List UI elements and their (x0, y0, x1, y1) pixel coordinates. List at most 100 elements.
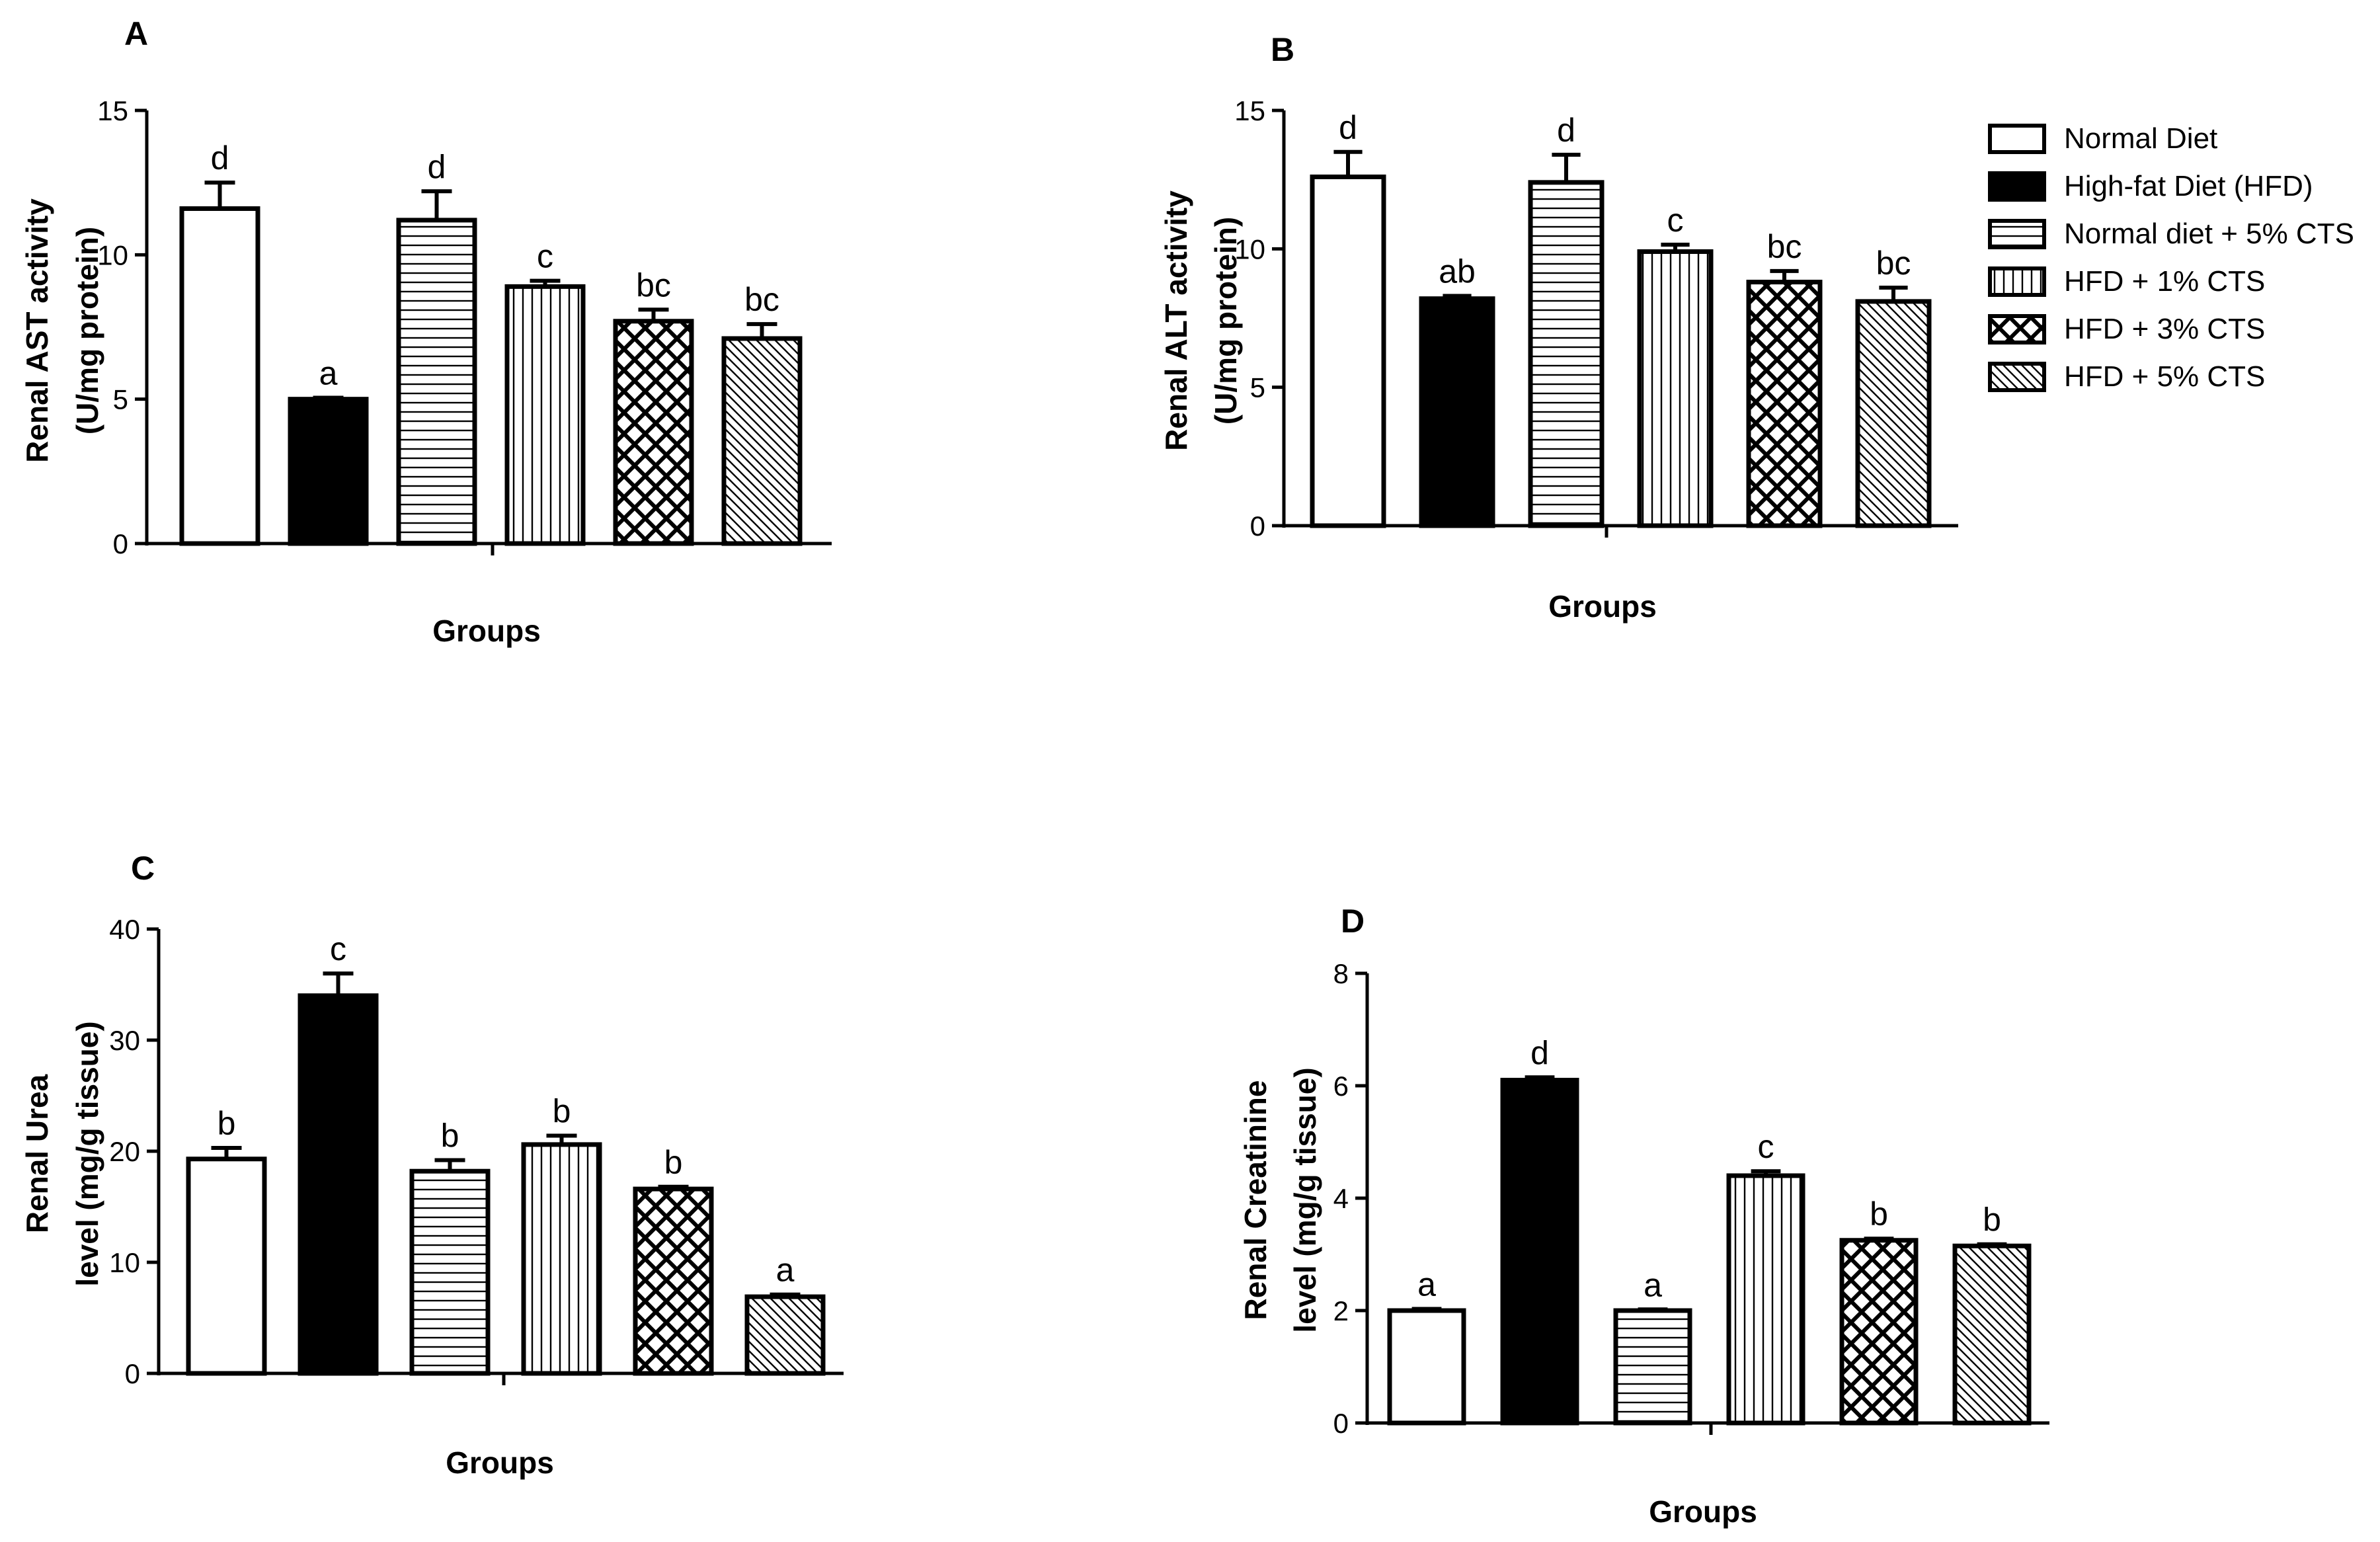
panel-d-bar-6 (1952, 1243, 2032, 1426)
legend-swatch-4 (1988, 266, 2046, 297)
panel-b-bar-4 (1637, 249, 1714, 528)
panel-d-bar-1 (1387, 1308, 1466, 1426)
panel-a-bar-1 (179, 206, 260, 546)
panel-d-significance-label: b (1870, 1196, 1888, 1233)
panel-a-significance-label: a (319, 354, 338, 391)
panel-b-y-tick-label: 5 (1250, 372, 1265, 403)
panel-c-significance-label: a (776, 1252, 795, 1289)
panel-c-bar-6 (744, 1294, 826, 1376)
panel-d-significance-label: a (1644, 1266, 1662, 1303)
panel-a-significance-label: bc (744, 281, 779, 318)
legend-swatch-1 (1988, 124, 2046, 154)
panel-d-y-label-line1: Renal Creatinine (1238, 1080, 1273, 1320)
panel-a-bar-2 (288, 397, 369, 546)
panel-a: A Renal AST activity (U/mg protein) Grou… (20, 15, 832, 648)
panel-c-bar-4 (521, 1142, 602, 1376)
panel-b-significance-label: d (1339, 109, 1357, 146)
panel-a-significance-label: d (428, 148, 446, 185)
panel-b-y-tick-label: 10 (1234, 233, 1265, 264)
panel-d-y-tick-label: 0 (1333, 1408, 1349, 1439)
panel-d: D Renal Creatinine level (mg/g tissue) G… (1238, 903, 2049, 1529)
panel-c-significance-label: b (218, 1105, 236, 1142)
legend-swatch-6 (1988, 362, 2046, 392)
panel-c-significance-label: b (664, 1144, 683, 1181)
panel-c-y-tick-label: 30 (109, 1025, 140, 1056)
panel-d-y-tick-label: 2 (1333, 1295, 1349, 1326)
panel-c-letter: C (131, 850, 155, 887)
panel-a-y-tick-label: 5 (113, 384, 128, 415)
panel-b-significance-label: ab (1439, 253, 1476, 290)
panel-a-y-tick-label: 15 (97, 95, 128, 126)
panel-d-letter: D (1341, 903, 1365, 940)
panel-a-bar-4 (504, 284, 586, 546)
panel-d-y-tick-label: 8 (1333, 958, 1349, 989)
legend-label-6: HFD + 5% CTS (2064, 360, 2265, 393)
panel-b-bar-3 (1528, 180, 1605, 528)
panel-d-bar-2 (1500, 1078, 1579, 1426)
panel-c-y-tick-label: 20 (109, 1136, 140, 1167)
panel-a-y-label-line1: Renal AST activity (20, 198, 54, 463)
panel-c-x-label: Groups (446, 1445, 554, 1480)
panel-d-bar-5 (1839, 1238, 1919, 1426)
panel-b-bar-2 (1419, 296, 1495, 528)
panel-d-bar-3 (1613, 1308, 1692, 1426)
panel-d-y-tick-label: 4 (1333, 1183, 1349, 1214)
legend-label-3: Normal diet + 5% CTS (2064, 218, 2354, 250)
panel-c-bar-3 (409, 1168, 491, 1376)
panel-c-y-label-line1: Renal Urea (20, 1074, 54, 1233)
panel-c-bar-5 (633, 1186, 714, 1376)
panel-a-y-tick-label: 0 (113, 528, 128, 559)
panel-b: B Renal ALT activity (U/mg protein) Grou… (1159, 31, 1958, 624)
legend-label-5: HFD + 3% CTS (2064, 313, 2265, 345)
panel-b-significance-label: bc (1876, 245, 1911, 282)
panel-d-y-label-line2: level (mg/g tissue) (1288, 1067, 1322, 1332)
legend: Normal Diet High-fat Diet (HFD) Normal die… (1988, 122, 2354, 393)
legend-swatch-3 (1988, 219, 2046, 249)
panel-b-significance-label: c (1667, 202, 1684, 239)
legend-swatch-2 (1988, 171, 2046, 202)
panel-c-y-tick-label: 10 (109, 1247, 140, 1278)
panel-d-significance-label: c (1758, 1128, 1774, 1165)
panel-b-significance-label: d (1557, 112, 1575, 149)
panel-a-bar-3 (396, 218, 477, 546)
panel-b-significance-label: bc (1767, 228, 1802, 265)
panel-a-bar-6 (721, 336, 803, 546)
panel-c: C Renal Urea level (mg/g tissue) Groups … (20, 850, 844, 1480)
legend-label-1: Normal Diet (2064, 122, 2217, 155)
panel-c-significance-label: b (441, 1117, 459, 1154)
panel-d-significance-label: b (1983, 1201, 2001, 1238)
panel-a-significance-label: bc (636, 266, 671, 304)
panel-a-x-label: Groups (432, 614, 541, 648)
panel-b-y-tick-label: 15 (1234, 95, 1265, 126)
panel-a-y-label-line2: (U/mg protein) (70, 227, 104, 434)
panel-c-y-tick-label: 0 (125, 1358, 140, 1389)
panel-b-bar-5 (1746, 280, 1823, 528)
panel-d-x-label: Groups (1649, 1494, 1757, 1529)
legend-label-2: High-fat Diet (HFD) (2064, 170, 2313, 202)
panel-b-bar-6 (1855, 299, 1932, 528)
panel-c-y-label-line2: level (mg/g tissue) (70, 1021, 104, 1286)
panel-c-significance-label: b (553, 1092, 571, 1129)
panel-b-letter: B (1271, 31, 1294, 68)
panel-a-y-tick-label: 10 (97, 239, 128, 270)
panel-a-significance-label: d (211, 140, 229, 177)
panel-a-significance-label: c (537, 238, 553, 275)
legend-swatch-5 (1988, 314, 2046, 345)
panel-b-bar-1 (1310, 174, 1386, 528)
panel-d-significance-label: d (1530, 1034, 1549, 1071)
panel-a-letter: A (124, 15, 148, 52)
panel-b-y-label-line2: (U/mg protein) (1209, 217, 1243, 425)
panel-b-y-tick-label: 0 (1250, 510, 1265, 542)
panel-b-y-label-line1: Renal ALT activity (1159, 190, 1193, 451)
panel-c-bar-2 (298, 993, 379, 1376)
panel-c-significance-label: c (330, 930, 346, 967)
panel-d-y-tick-label: 6 (1333, 1071, 1349, 1102)
panel-b-x-label: Groups (1548, 589, 1657, 624)
panel-d-significance-label: a (1417, 1266, 1436, 1303)
panel-c-bar-1 (186, 1156, 267, 1376)
legend-label-4: HFD + 1% CTS (2064, 265, 2265, 298)
panel-c-y-tick-label: 40 (109, 914, 140, 945)
panel-d-bar-4 (1726, 1173, 1805, 1426)
panel-a-bar-5 (613, 319, 694, 546)
